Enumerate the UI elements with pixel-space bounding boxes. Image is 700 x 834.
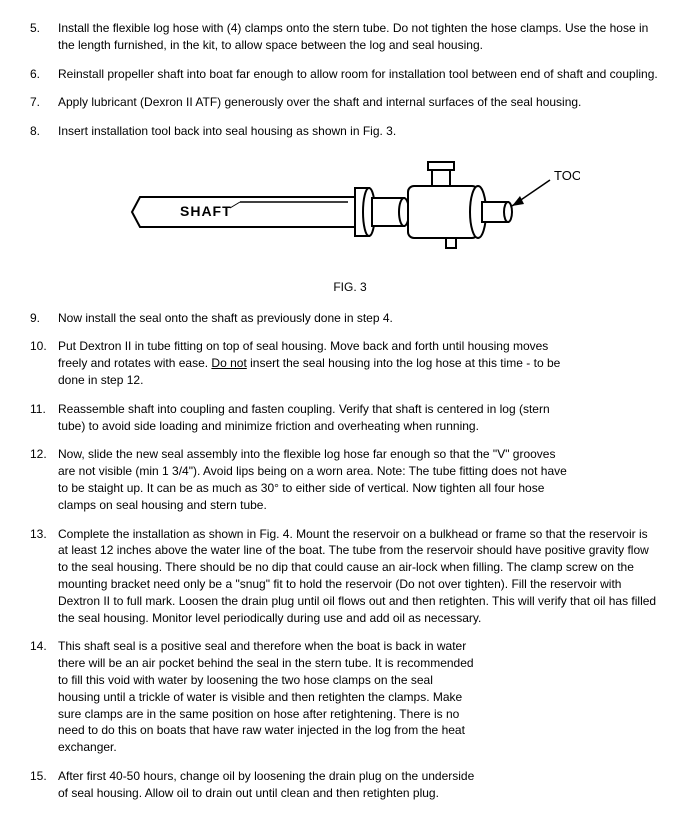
item-text: After first 40-50 hours, change oil by l… bbox=[58, 768, 488, 802]
instruction-item: 11.Reassemble shaft into coupling and fa… bbox=[30, 401, 670, 435]
instruction-item: 6.Reinstall propeller shaft into boat fa… bbox=[30, 66, 670, 83]
item-text: Reinstall propeller shaft into boat far … bbox=[58, 66, 670, 83]
instruction-item: 14.This shaft seal is a positive seal an… bbox=[30, 638, 670, 756]
shaft-label: SHAFT bbox=[180, 203, 232, 219]
item-number: 5. bbox=[30, 20, 58, 54]
underlined-text: Do not bbox=[211, 356, 246, 370]
instruction-item: 10.Put Dextron II in tube fitting on top… bbox=[30, 338, 670, 388]
item-number: 9. bbox=[30, 310, 58, 327]
instruction-item: 9.Now install the seal onto the shaft as… bbox=[30, 310, 670, 327]
item-text: This shaft seal is a positive seal and t… bbox=[58, 638, 488, 756]
instruction-item: 15.After first 40-50 hours, change oil b… bbox=[30, 768, 670, 802]
item-number: 14. bbox=[30, 638, 58, 756]
instruction-item: 13.Complete the installation as shown in… bbox=[30, 526, 670, 627]
item-number: 10. bbox=[30, 338, 58, 388]
item-number: 6. bbox=[30, 66, 58, 83]
instruction-item: 7.Apply lubricant (Dexron II ATF) genero… bbox=[30, 94, 670, 111]
figure-3: TOOL SHAFT FIG. 3 bbox=[30, 152, 670, 296]
instruction-item: 5.Install the flexible log hose with (4)… bbox=[30, 20, 670, 54]
item-text: Reassemble shaft into coupling and faste… bbox=[58, 401, 578, 435]
item-text: Apply lubricant (Dexron II ATF) generous… bbox=[58, 94, 670, 111]
item-number: 11. bbox=[30, 401, 58, 435]
item-number: 8. bbox=[30, 123, 58, 140]
item-number: 13. bbox=[30, 526, 58, 627]
item-text: Now install the seal onto the shaft as p… bbox=[58, 310, 670, 327]
item-text: Insert installation tool back into seal … bbox=[58, 123, 670, 140]
item-text: Complete the installation as shown in Fi… bbox=[58, 526, 670, 627]
item-text: Now, slide the new seal assembly into th… bbox=[58, 446, 578, 513]
instruction-item: 8.Insert installation tool back into sea… bbox=[30, 123, 670, 140]
figure-3-caption: FIG. 3 bbox=[30, 279, 670, 296]
figure-3-svg: TOOL SHAFT bbox=[120, 152, 580, 272]
tool-label: TOOL bbox=[554, 168, 580, 183]
item-text: Install the flexible log hose with (4) c… bbox=[58, 20, 670, 54]
item-text: Put Dextron II in tube fitting on top of… bbox=[58, 338, 578, 388]
item-number: 7. bbox=[30, 94, 58, 111]
instruction-item: 12.Now, slide the new seal assembly into… bbox=[30, 446, 670, 513]
item-number: 12. bbox=[30, 446, 58, 513]
item-number: 15. bbox=[30, 768, 58, 802]
